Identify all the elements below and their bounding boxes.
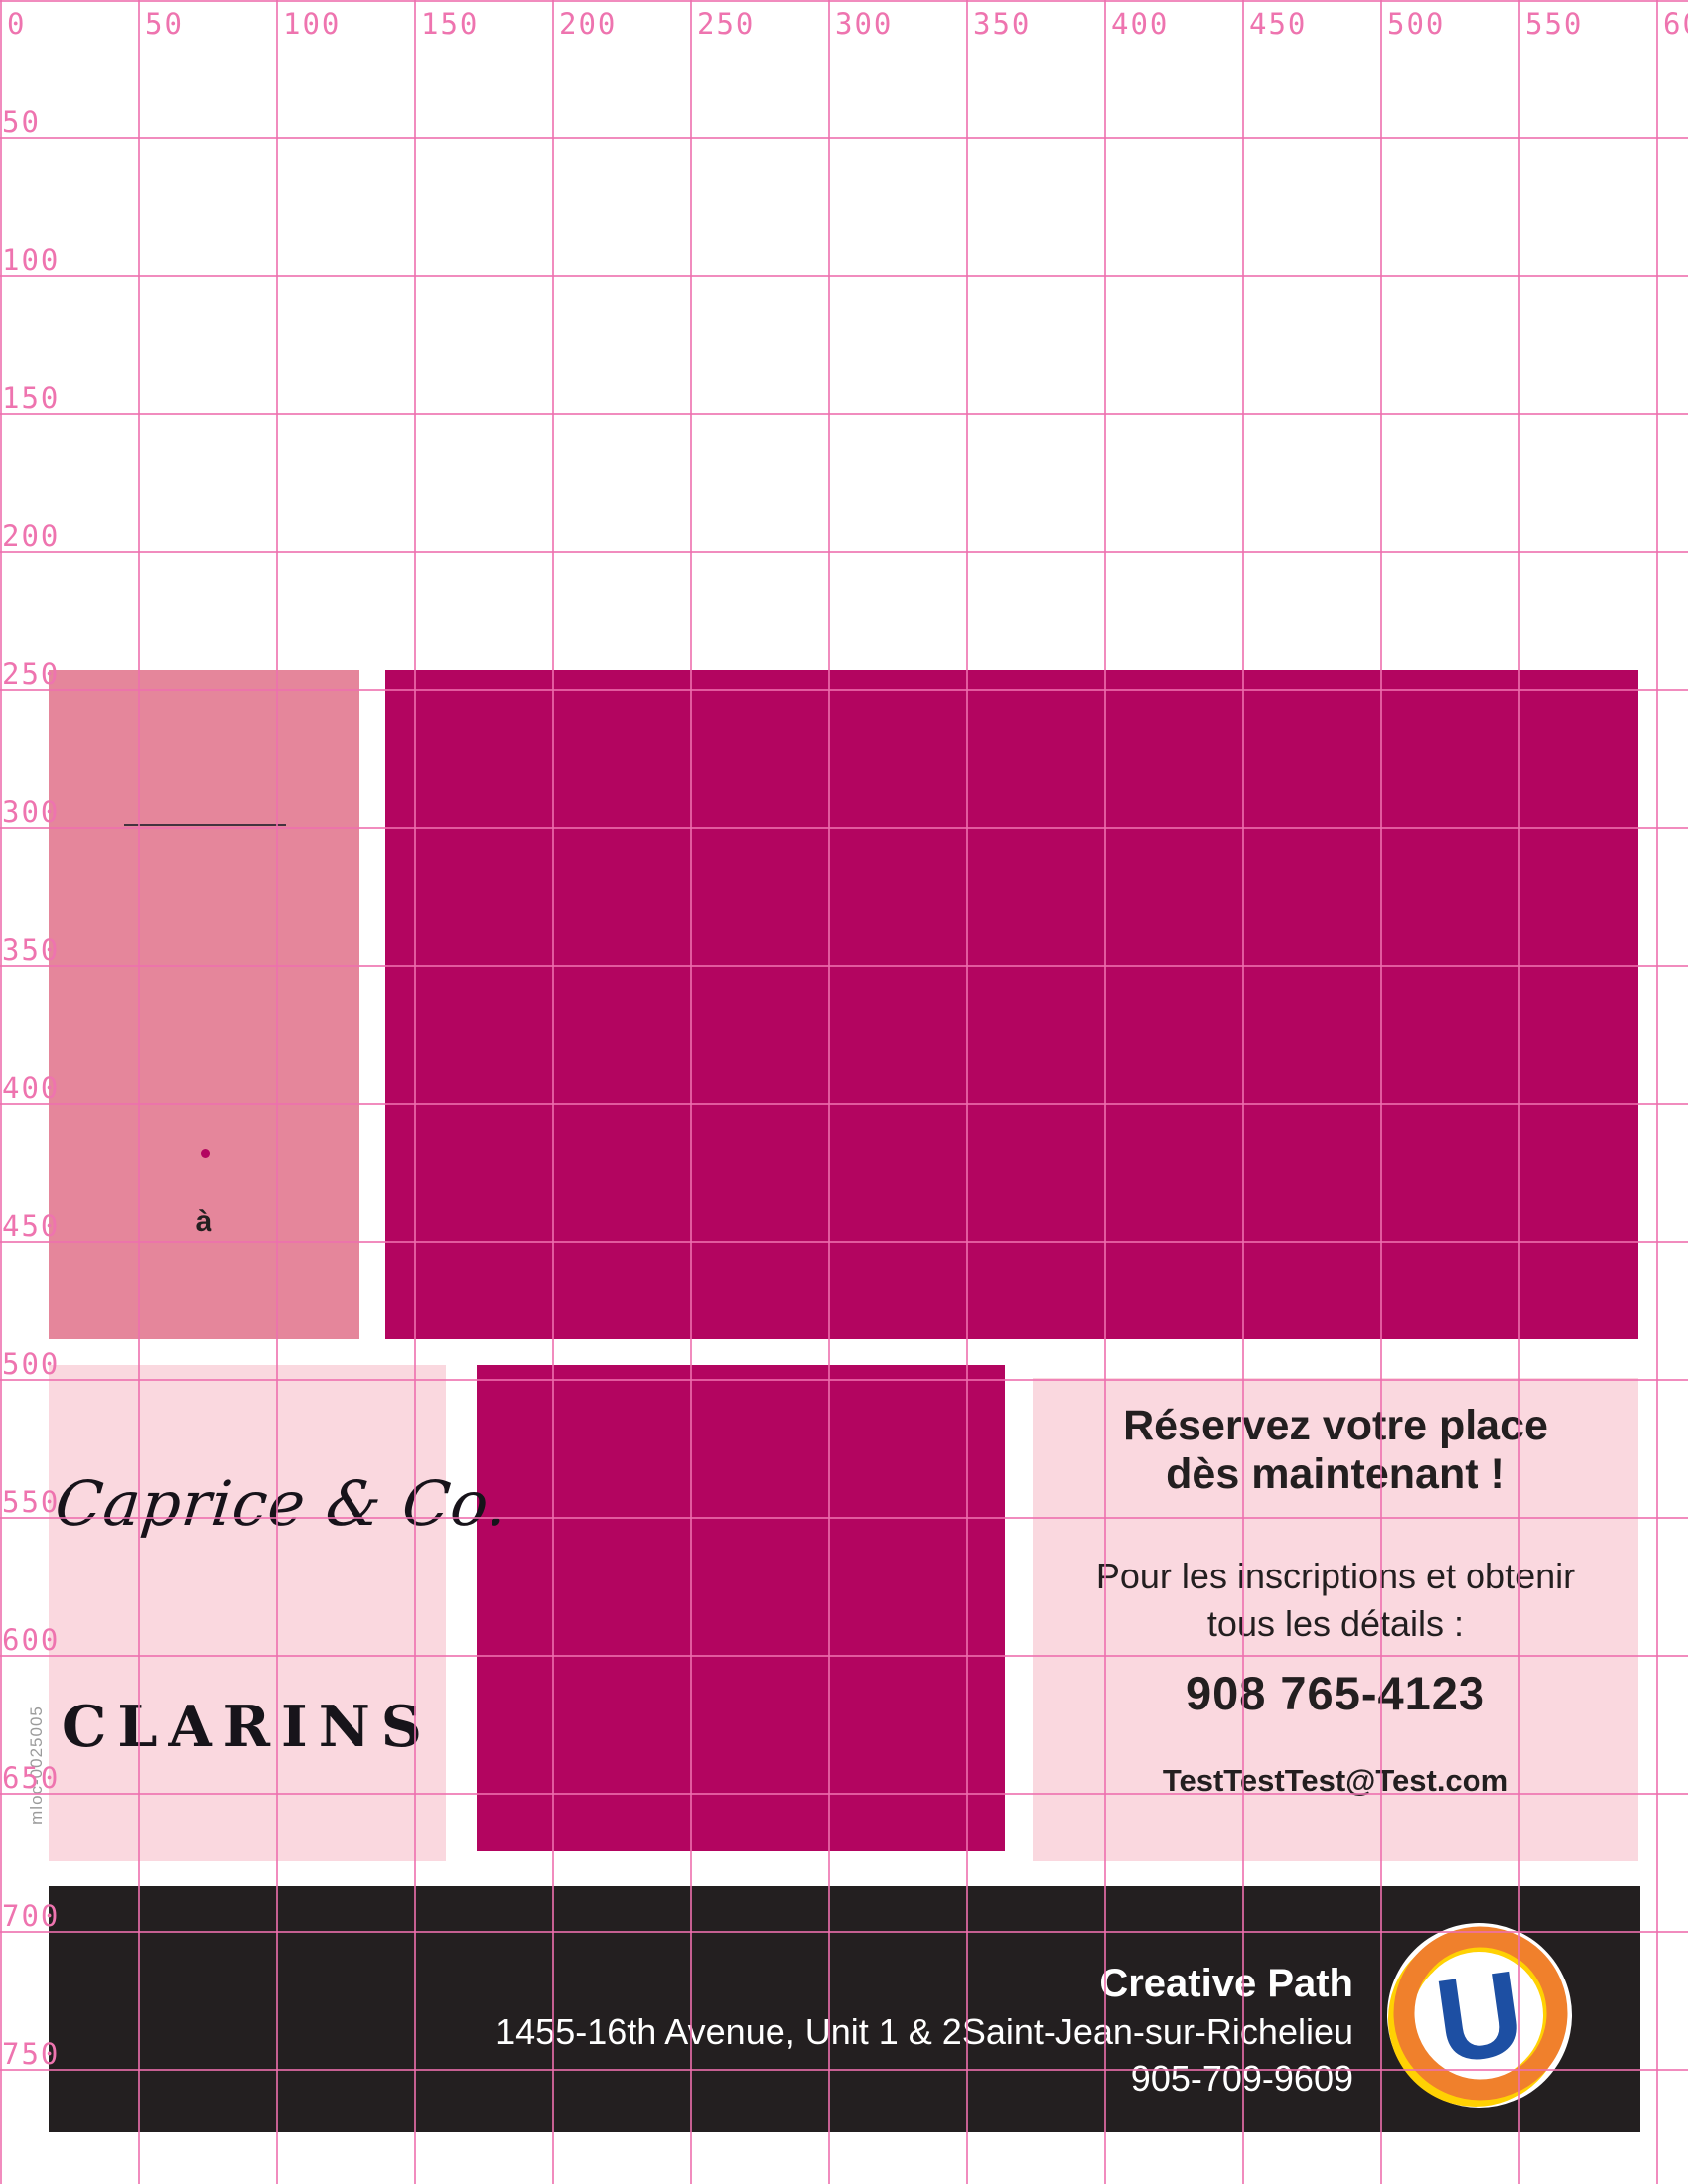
magenta-center-block — [477, 1365, 1005, 1851]
grid-vline-0 — [0, 0, 2, 2184]
cta-body: Pour les inscriptions et obtenir tous le… — [1033, 1553, 1638, 1648]
job-code-vertical-text: mloc-0025005 — [27, 1706, 46, 1825]
grid-top-label-100: 100 — [283, 7, 342, 41]
footer-bar: Creative Path 1455-16th Avenue, Unit 1 &… — [49, 1886, 1640, 2132]
grid-top-label-300: 300 — [835, 7, 894, 41]
pink-cta-panel — [1033, 1378, 1638, 1861]
grid-left-label-150: 150 — [2, 381, 61, 415]
footer-company-name: Creative Path — [1099, 1962, 1353, 2005]
cta-body-line2: tous les détails : — [1206, 1603, 1465, 1644]
magenta-hero-block — [385, 670, 1638, 1339]
grid-top-label-250: 250 — [697, 7, 756, 41]
cta-email: TestTestTest@Test.com — [1162, 1763, 1509, 1798]
logo-letter-u: U — [1428, 1946, 1531, 2090]
grid-hline-0 — [0, 0, 1688, 2]
grid-top-label-0: 0 — [7, 7, 27, 41]
caprice-script-logo: Caprice & Co. — [52, 1467, 512, 1540]
placeholder-rule-line — [124, 824, 286, 826]
grid-left-label-200: 200 — [2, 519, 61, 553]
pink-brand-panel — [49, 1365, 446, 1861]
cta-title-line2: dès maintenant ! — [1166, 1450, 1505, 1498]
footer-phone: 905-709-9609 — [1130, 2058, 1353, 2099]
grid-top-label-200: 200 — [559, 7, 618, 41]
cta-title-line1: Réservez votre place — [1123, 1402, 1548, 1449]
clarins-logo: CLARINS — [62, 1694, 433, 1760]
footer-text-block: Creative Path 1455-16th Avenue, Unit 1 &… — [495, 1960, 1353, 2102]
grid-top-label-150: 150 — [421, 7, 480, 41]
grid-top-label-500: 500 — [1387, 7, 1446, 41]
grid-top-label-450: 450 — [1249, 7, 1308, 41]
grid-top-label-400: 400 — [1111, 7, 1170, 41]
cta-title: Réservez votre place dès maintenant ! — [1033, 1402, 1638, 1499]
salmon-placeholder-block — [49, 670, 359, 1339]
grid-top-label-600: 600 — [1663, 7, 1688, 41]
grid-vline-600 — [1656, 0, 1658, 2184]
grid-left-label-100: 100 — [2, 243, 61, 277]
grid-hline-100 — [0, 275, 1688, 277]
grid-top-label-350: 350 — [973, 7, 1032, 41]
grid-top-label-550: 550 — [1525, 7, 1584, 41]
footer-address: 1455-16th Avenue, Unit 1 & 2Saint-Jean-s… — [495, 2011, 1353, 2052]
grid-hline-50 — [0, 137, 1688, 139]
grid-left-label-50: 50 — [2, 105, 41, 139]
uniprix-logo-icon: U — [1387, 1923, 1572, 2108]
grid-hline-150 — [0, 413, 1688, 415]
cta-body-line1: Pour les inscriptions et obtenir — [1095, 1556, 1576, 1596]
grid-hline-200 — [0, 551, 1688, 553]
magenta-dot — [201, 1149, 210, 1158]
accent-letter: à — [195, 1205, 212, 1238]
cta-phone-number: 908 765-4123 — [1185, 1667, 1486, 1719]
grid-top-label-50: 50 — [145, 7, 184, 41]
